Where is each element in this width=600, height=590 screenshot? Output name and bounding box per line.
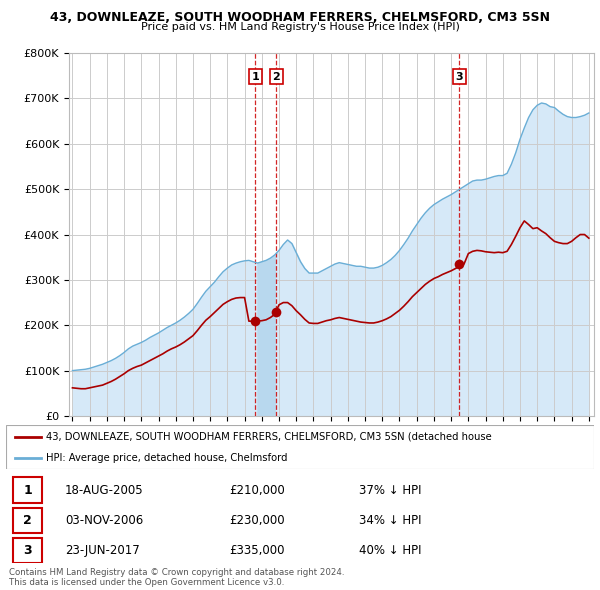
Text: 1: 1	[251, 72, 259, 81]
Text: 40% ↓ HPI: 40% ↓ HPI	[359, 544, 421, 557]
Text: 2: 2	[272, 72, 280, 81]
Text: 3: 3	[23, 544, 32, 557]
Text: 2: 2	[23, 514, 32, 527]
Text: 03-NOV-2006: 03-NOV-2006	[65, 514, 143, 527]
Bar	[13, 507, 43, 533]
Text: 37% ↓ HPI: 37% ↓ HPI	[359, 484, 421, 497]
Bar	[13, 538, 43, 563]
Text: 23-JUN-2017: 23-JUN-2017	[65, 544, 140, 557]
Text: 18-AUG-2005: 18-AUG-2005	[65, 484, 143, 497]
Text: 43, DOWNLEAZE, SOUTH WOODHAM FERRERS, CHELMSFORD, CM3 5SN: 43, DOWNLEAZE, SOUTH WOODHAM FERRERS, CH…	[50, 11, 550, 24]
Bar	[13, 477, 43, 503]
Text: Contains HM Land Registry data © Crown copyright and database right 2024.
This d: Contains HM Land Registry data © Crown c…	[9, 568, 344, 587]
Text: 1: 1	[23, 484, 32, 497]
Text: £335,000: £335,000	[229, 544, 285, 557]
Text: HPI: Average price, detached house, Chelmsford: HPI: Average price, detached house, Chel…	[46, 453, 287, 463]
Text: 43, DOWNLEAZE, SOUTH WOODHAM FERRERS, CHELMSFORD, CM3 5SN (detached house: 43, DOWNLEAZE, SOUTH WOODHAM FERRERS, CH…	[46, 432, 492, 442]
Text: £210,000: £210,000	[229, 484, 285, 497]
Text: 3: 3	[455, 72, 463, 81]
Text: £230,000: £230,000	[229, 514, 285, 527]
Text: Price paid vs. HM Land Registry's House Price Index (HPI): Price paid vs. HM Land Registry's House …	[140, 22, 460, 32]
Text: 34% ↓ HPI: 34% ↓ HPI	[359, 514, 421, 527]
